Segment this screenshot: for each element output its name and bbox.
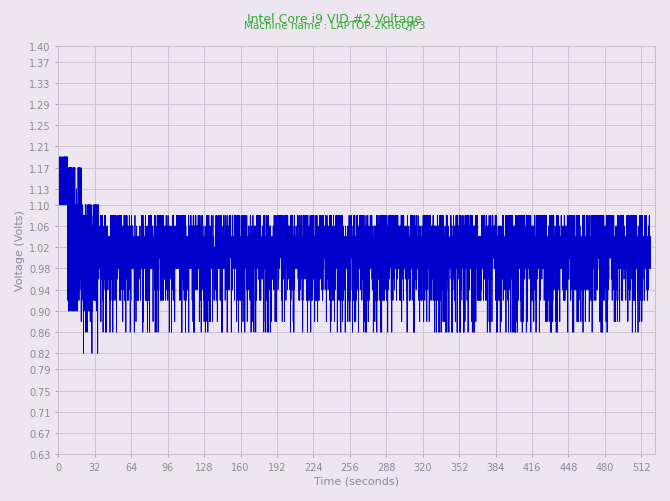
Text: Intel Core i9 VID #2 Voltage: Intel Core i9 VID #2 Voltage: [247, 13, 423, 26]
Y-axis label: Voltage (Volts): Voltage (Volts): [15, 210, 25, 291]
X-axis label: Time (seconds): Time (seconds): [314, 476, 399, 486]
Text: Machine name : LAPTOP-2KR6QJP3: Machine name : LAPTOP-2KR6QJP3: [245, 21, 425, 31]
